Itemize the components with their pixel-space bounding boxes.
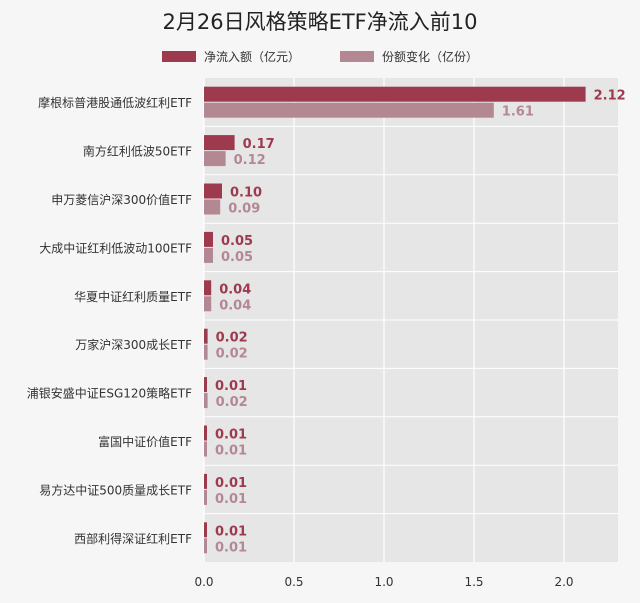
bar-net-inflow: [204, 473, 207, 489]
data-label-net-inflow: 0.01: [215, 524, 247, 539]
bar-net-inflow: [204, 522, 207, 538]
legend-swatch-net-inflow: [161, 51, 196, 62]
bar-share-change: [204, 247, 213, 263]
category-label: 南方红利低波50ETF: [83, 144, 192, 159]
chart-title: 2月26日风格策略ETF净流入前10: [162, 10, 478, 34]
category-label: 申万菱信沪深300价值ETF: [51, 192, 192, 207]
category-label: 富国中证价值ETF: [98, 434, 192, 449]
data-label-share-change: 0.02: [216, 395, 248, 410]
x-tick-label: 0.0: [194, 575, 213, 589]
data-label-net-inflow: 0.01: [215, 379, 247, 394]
bar-net-inflow: [204, 231, 213, 247]
legend-swatch-share-change: [340, 51, 374, 62]
legend-label-net-inflow: 净流入额（亿元）: [203, 50, 300, 64]
x-tick-label: 1.0: [374, 575, 393, 589]
bar-net-inflow: [204, 328, 208, 344]
legend-label-share-change: 份额变化（亿份）: [382, 50, 479, 64]
data-label-net-inflow: 0.01: [215, 476, 247, 491]
data-label-net-inflow: 0.04: [219, 282, 251, 297]
bar-share-change: [204, 489, 207, 505]
data-label-share-change: 0.01: [215, 540, 247, 555]
bar-net-inflow: [204, 135, 235, 151]
data-label-net-inflow: 2.12: [594, 89, 626, 104]
category-label: 大成中证红利低波动100ETF: [39, 240, 192, 255]
bar-share-change: [204, 151, 226, 167]
bar-net-inflow: [204, 183, 222, 199]
bar-share-change: [204, 296, 212, 312]
category-label: 万家沪深300成长ETF: [75, 337, 192, 352]
data-label-share-change: 0.01: [215, 492, 247, 507]
bar-net-inflow: [204, 425, 207, 441]
legend: 净流入额（亿元） 份额变化（亿份）: [0, 48, 640, 65]
data-label-share-change: 0.02: [216, 347, 248, 362]
data-label-share-change: 0.12: [234, 153, 266, 168]
bar-share-change: [204, 344, 208, 360]
bar-share-change: [204, 199, 221, 215]
category-label: 浦银安盛中证ESG120策略ETF: [27, 386, 192, 401]
bar-share-change: [204, 538, 207, 554]
legend-item-share-change[interactable]: 份额变化（亿份）: [340, 48, 478, 65]
data-label-net-inflow: 0.02: [216, 331, 248, 346]
bar-net-inflow: [204, 377, 207, 393]
data-label-net-inflow: 0.05: [221, 234, 253, 249]
data-label-net-inflow: 0.17: [243, 137, 275, 152]
data-label-net-inflow: 0.10: [230, 186, 262, 201]
data-label-share-change: 0.04: [219, 298, 251, 313]
x-tick-label: 0.5: [284, 575, 303, 589]
category-label: 摩根标普港股通低波红利ETF: [38, 95, 192, 110]
x-tick-label: 2.0: [554, 575, 573, 589]
bar-net-inflow: [204, 86, 586, 102]
category-label: 西部利得深证红利ETF: [74, 531, 192, 546]
bar-net-inflow: [204, 280, 212, 296]
legend-item-net-inflow[interactable]: 净流入额（亿元）: [161, 48, 300, 65]
bar-share-change: [204, 393, 208, 409]
x-tick-label: 1.5: [464, 575, 483, 589]
data-label-share-change: 0.05: [221, 250, 253, 265]
data-label-share-change: 0.09: [228, 202, 260, 217]
category-label: 华夏中证红利质量ETF: [74, 289, 192, 304]
data-label-net-inflow: 0.01: [215, 428, 247, 443]
bar-share-change: [204, 102, 494, 118]
category-label: 易方达中证500质量成长ETF: [39, 482, 192, 497]
data-label-share-change: 1.61: [502, 105, 534, 120]
bar-share-change: [204, 441, 207, 457]
data-label-share-change: 0.01: [215, 444, 247, 459]
